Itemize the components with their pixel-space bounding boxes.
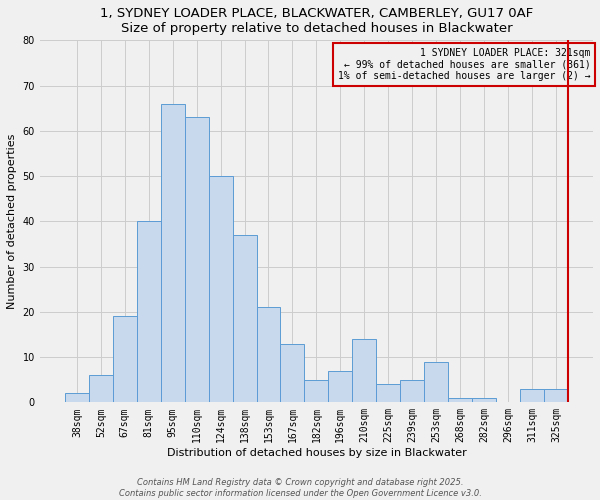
Bar [544, 389, 568, 402]
Text: Contains HM Land Registry data © Crown copyright and database right 2025.
Contai: Contains HM Land Registry data © Crown c… [119, 478, 481, 498]
Bar [137, 222, 161, 402]
Bar [520, 389, 544, 402]
Bar [161, 104, 185, 403]
Bar [65, 394, 89, 402]
Title: 1, SYDNEY LOADER PLACE, BLACKWATER, CAMBERLEY, GU17 0AF
Size of property relativ: 1, SYDNEY LOADER PLACE, BLACKWATER, CAMB… [100, 7, 533, 35]
Bar [185, 117, 209, 403]
Bar [280, 344, 304, 402]
Bar [113, 316, 137, 402]
Text: 1 SYDNEY LOADER PLACE: 321sqm
← 99% of detached houses are smaller (361)
1% of s: 1 SYDNEY LOADER PLACE: 321sqm ← 99% of d… [338, 48, 590, 80]
Bar [233, 235, 257, 402]
Bar [472, 398, 496, 402]
Bar [400, 380, 424, 402]
X-axis label: Distribution of detached houses by size in Blackwater: Distribution of detached houses by size … [167, 448, 466, 458]
Bar [328, 370, 352, 402]
Bar [376, 384, 400, 402]
Bar [209, 176, 233, 402]
Bar [257, 308, 280, 402]
Bar [448, 398, 472, 402]
Bar [424, 362, 448, 403]
Bar [352, 339, 376, 402]
Bar [304, 380, 328, 402]
Y-axis label: Number of detached properties: Number of detached properties [7, 134, 17, 309]
Bar [89, 375, 113, 402]
